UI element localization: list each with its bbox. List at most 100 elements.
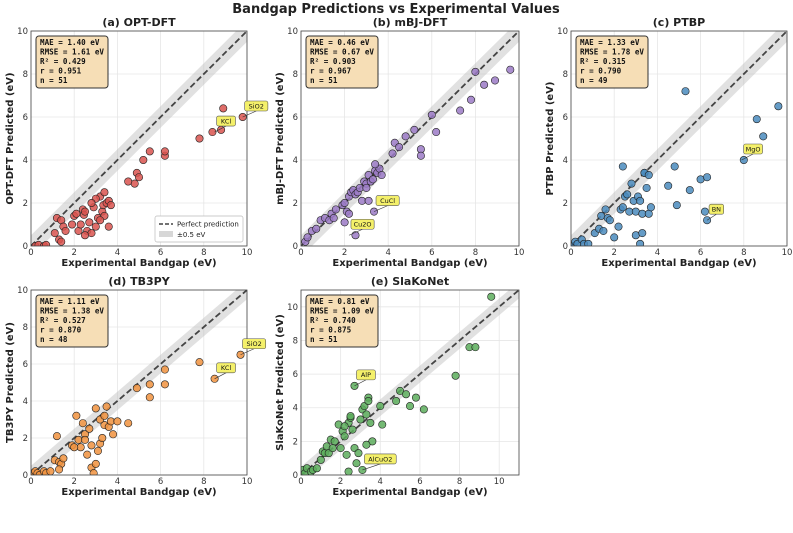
data-point <box>219 104 228 113</box>
perfect-prediction-line <box>301 290 519 475</box>
callout: SiO2 <box>242 100 269 118</box>
data-point <box>81 231 90 240</box>
data-point <box>87 199 96 208</box>
data-point <box>685 186 694 195</box>
data-point <box>340 218 349 227</box>
stat-line: R² = 0.527 <box>40 316 86 325</box>
callout: AlCuO2 <box>362 453 397 471</box>
callout-label: AlP <box>361 371 371 379</box>
callout-leader <box>362 463 381 471</box>
data-point <box>145 147 154 156</box>
stat-line: n = 51 <box>310 76 338 85</box>
data-point <box>605 216 614 225</box>
data-point <box>160 147 169 156</box>
stat-line: R² = 0.903 <box>310 57 356 66</box>
legend-band-swatch <box>159 231 173 237</box>
y-tick-label: 10 <box>17 27 28 37</box>
callout-label: SiO2 <box>249 102 264 110</box>
y-tick-label: 0 <box>23 471 28 481</box>
x-tick-label: 8 <box>741 248 746 258</box>
x-axis-label: Experimental Bandgap (eV) <box>332 258 487 269</box>
perfect-prediction-line <box>31 31 247 246</box>
callout-label: SiO2 <box>247 340 262 348</box>
data-point <box>89 469 98 475</box>
y-tick-label: 6 <box>23 113 28 123</box>
callout: Cu2O <box>348 218 375 236</box>
data-point <box>636 196 645 205</box>
y-tick-label: 2 <box>563 199 568 209</box>
stat-line: RMSE = 1.38 eV <box>40 307 104 316</box>
data-point <box>368 437 377 446</box>
data-point <box>774 102 783 111</box>
chart-panel-1: 0 2 4 6 8 10 0 2 4 6 8 10 (a) OPT-DFT Experimental Ba… <box>5 16 269 269</box>
data-point <box>91 222 100 231</box>
data-point <box>91 459 100 468</box>
data-point <box>109 430 118 439</box>
data-point <box>42 240 51 246</box>
plot-frame <box>300 289 520 476</box>
y-tick-label: 6 <box>563 113 568 123</box>
callout-leader <box>741 153 754 161</box>
data-point <box>646 203 655 212</box>
data-point <box>340 432 349 441</box>
data-point <box>362 440 371 449</box>
y-tick-label: 2 <box>23 199 28 209</box>
callout-label: KCl <box>221 117 231 125</box>
x-tick-label: 10 <box>782 248 793 258</box>
data-point <box>599 226 608 235</box>
data-point <box>636 239 645 246</box>
data-point <box>195 134 204 143</box>
legend-label-perfect: Perfect prediction <box>177 221 239 229</box>
y-tick-label: 4 <box>23 156 28 166</box>
callout-label: BN <box>712 206 721 214</box>
callout: MgO <box>741 143 763 161</box>
data-point <box>362 410 371 419</box>
data-point <box>467 95 476 104</box>
data-point <box>135 173 144 182</box>
data-point <box>354 449 363 458</box>
data-point <box>340 199 349 208</box>
y-tick-label: 8 <box>23 323 28 333</box>
data-point <box>352 459 361 468</box>
x-tick-label: 0 <box>28 248 33 258</box>
stats-box-bg <box>35 35 109 89</box>
data-point <box>329 214 338 223</box>
x-tick-label: 0 <box>28 477 33 487</box>
data-point <box>331 205 340 214</box>
data-point <box>93 446 102 455</box>
stat-line: MAE = 0.46 eV <box>310 38 370 47</box>
data-point <box>419 405 428 414</box>
stat-line: r = 0.967 <box>310 67 351 76</box>
callout-leader <box>354 379 367 387</box>
y-tick-label: 8 <box>293 336 298 346</box>
data-point <box>638 229 647 238</box>
x-tick-label: 10 <box>242 477 253 487</box>
data-point <box>456 106 465 115</box>
callout-leader <box>214 125 227 133</box>
y-tick-label: 8 <box>23 70 28 80</box>
data-point <box>506 65 515 74</box>
stat-line: n = 51 <box>40 76 68 85</box>
x-tick-label: 8 <box>473 248 478 258</box>
data-point <box>703 173 712 182</box>
stat-line: r = 0.951 <box>40 67 82 76</box>
tolerance-band <box>31 290 247 475</box>
data-point <box>81 207 90 216</box>
data-point <box>85 424 94 433</box>
data-point <box>487 292 496 301</box>
callout: BN <box>706 203 724 221</box>
y-tick-label: 0 <box>293 242 298 252</box>
x-tick-label: 2 <box>611 248 616 258</box>
data-point <box>405 402 414 411</box>
y-axis-label: TB3PY Predicted (eV) <box>5 322 16 443</box>
data-point <box>160 380 169 389</box>
data-point <box>362 183 371 192</box>
stat-line: R² = 0.740 <box>310 316 356 325</box>
perfect-prediction-line <box>31 290 247 475</box>
data-point <box>124 419 133 428</box>
x-tick-label: 6 <box>429 248 434 258</box>
data-point <box>76 220 85 229</box>
data-point <box>336 444 345 453</box>
